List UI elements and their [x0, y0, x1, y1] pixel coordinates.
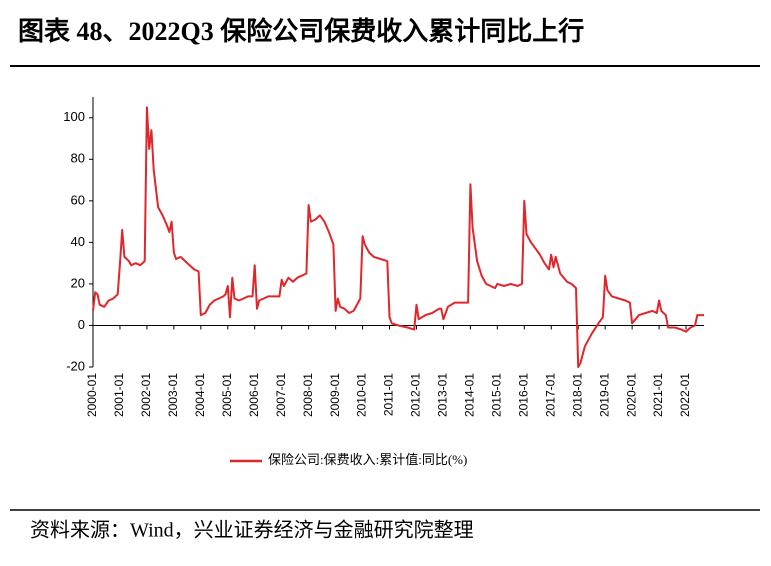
data-line [92, 106, 704, 368]
y-tick-label: 0 [78, 317, 85, 332]
x-tick-label: 2011-01 [382, 373, 396, 416]
x-tick-label: 2012-01 [409, 373, 423, 417]
x-tick-label: 2010-01 [355, 373, 369, 417]
x-tick-label: 2008-01 [301, 373, 315, 417]
y-tick-label: 100 [63, 109, 85, 124]
y-tick-label: 40 [71, 234, 85, 249]
x-tick-label: 2004-01 [193, 373, 207, 417]
x-tick-label: 2017-01 [543, 373, 557, 417]
x-tick-label: 2001-01 [112, 373, 126, 417]
x-tick-label: 2014-01 [463, 373, 477, 417]
x-tick-label: 2000-01 [85, 373, 99, 417]
x-tick-label: 2022-01 [678, 373, 692, 417]
x-tick-label: 2009-01 [328, 373, 342, 417]
x-tick-label: 2015-01 [490, 373, 504, 417]
x-tick-label: 2021-01 [651, 373, 665, 417]
x-tick-label: 2020-01 [624, 373, 638, 417]
y-tick-label: -20 [66, 358, 85, 373]
x-tick-label: 2013-01 [436, 373, 450, 417]
x-tick-label: 2007-01 [274, 373, 288, 417]
y-tick-label: 80 [71, 151, 85, 166]
x-tick-label: 2003-01 [166, 373, 180, 417]
source-note: 资料来源：Wind，兴业证券经济与金融研究院整理 [30, 519, 474, 542]
y-tick-label: 20 [71, 275, 85, 290]
x-tick-label: 2006-01 [247, 373, 261, 417]
legend-label: 保险公司:保费收入:累计值:同比(%) [268, 452, 467, 467]
chart-title: 图表 48、2022Q3 保险公司保费收入累计同比上行 [18, 16, 584, 46]
x-tick-label: 2019-01 [597, 373, 611, 417]
x-tick-label: 2016-01 [516, 373, 530, 417]
y-tick-label: 60 [71, 192, 85, 207]
x-tick-label: 2002-01 [139, 373, 153, 417]
x-tick-label: 2018-01 [570, 373, 584, 417]
x-tick-label: 2005-01 [220, 373, 234, 417]
